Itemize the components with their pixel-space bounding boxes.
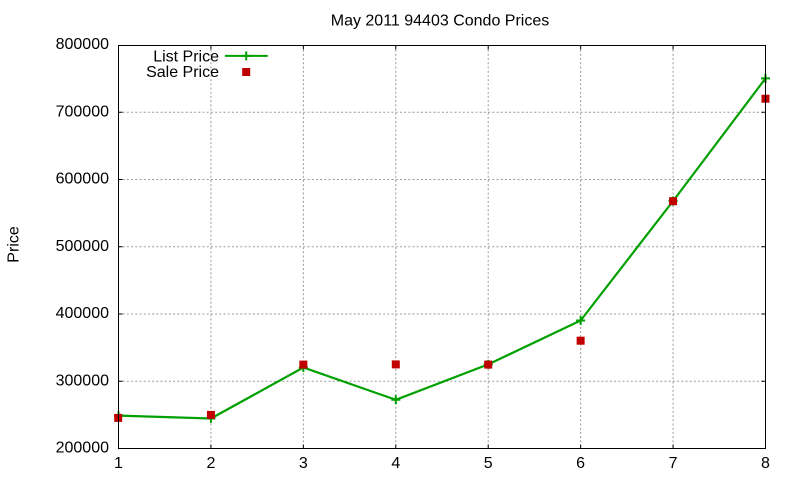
svg-text:Price: Price	[6, 226, 23, 263]
svg-text:5: 5	[484, 455, 493, 472]
svg-text:List Price: List Price	[153, 49, 219, 66]
svg-text:3: 3	[299, 455, 308, 472]
svg-text:May 2011 94403 Condo Prices: May 2011 94403 Condo Prices	[331, 13, 550, 30]
svg-text:800000: 800000	[56, 36, 109, 53]
svg-text:400000: 400000	[56, 305, 109, 322]
svg-text:6: 6	[576, 455, 585, 472]
svg-text:4: 4	[391, 455, 400, 472]
svg-text:8: 8	[761, 455, 770, 472]
svg-text:7: 7	[669, 455, 678, 472]
svg-text:Sale Price: Sale Price	[146, 64, 219, 81]
svg-text:2: 2	[206, 455, 215, 472]
svg-text:700000: 700000	[56, 103, 109, 120]
svg-text:300000: 300000	[56, 372, 109, 389]
svg-text:600000: 600000	[56, 171, 109, 188]
svg-text:1: 1	[114, 455, 123, 472]
svg-text:200000: 200000	[56, 440, 109, 457]
svg-text:500000: 500000	[56, 238, 109, 255]
